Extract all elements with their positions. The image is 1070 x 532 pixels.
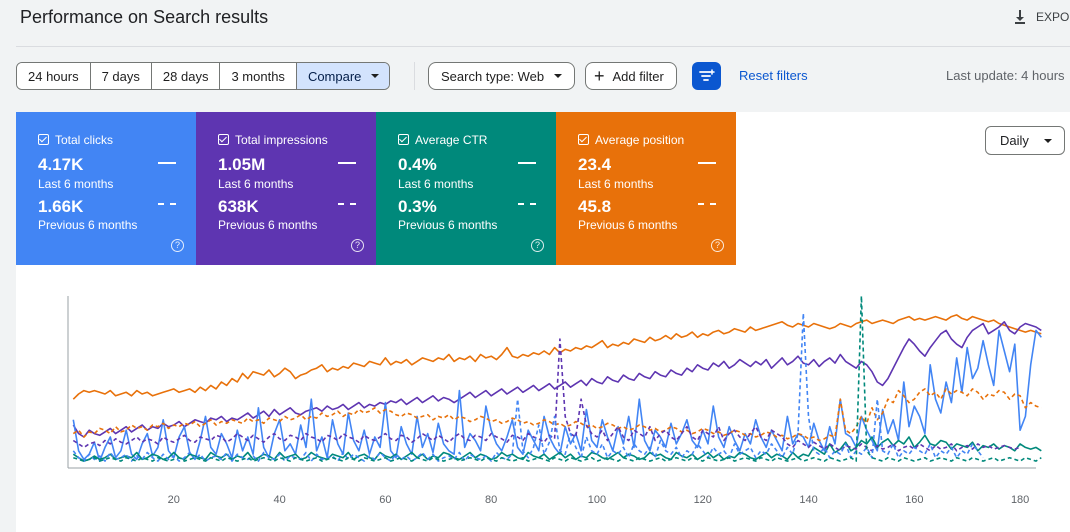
- solid-line-legend-icon: [518, 162, 536, 164]
- dashed-line-legend-icon: [338, 203, 356, 205]
- checkbox-icon[interactable]: [218, 134, 229, 145]
- filter-list-icon: [698, 69, 715, 81]
- x-tick-label: 100: [588, 494, 606, 506]
- filter-settings-button[interactable]: [692, 62, 721, 90]
- help-icon[interactable]: ?: [351, 239, 364, 252]
- solid-line-legend-icon: [158, 162, 176, 164]
- plus-icon: +: [594, 66, 605, 86]
- help-icon[interactable]: ?: [531, 239, 544, 252]
- metric-value-previous: 0.3%: [398, 197, 437, 216]
- compare-label: Compare: [307, 68, 362, 84]
- metric-period-previous: Previous 6 months: [578, 218, 678, 232]
- metric-period-previous: Previous 6 months: [398, 218, 498, 232]
- page-title: Performance on Search results: [20, 7, 269, 27]
- metric-label: Total impressions: [235, 133, 328, 147]
- checkbox-icon[interactable]: [578, 134, 589, 145]
- download-icon: [1015, 10, 1025, 24]
- x-tick-label: 160: [905, 494, 923, 506]
- metric-value-current: 1.05M: [218, 155, 266, 174]
- search-type-dropdown[interactable]: Search type: Web: [428, 62, 576, 90]
- metric-value-current: 4.17K: [38, 155, 84, 174]
- reset-filters-link[interactable]: Reset filters: [739, 68, 808, 83]
- checkbox-icon[interactable]: [398, 134, 409, 145]
- toolbar-divider: [414, 62, 415, 90]
- metric-period-current: Last 6 months: [398, 177, 474, 191]
- dropdown-arrow-icon: [371, 74, 380, 78]
- metric-period-previous: Previous 6 months: [218, 218, 318, 232]
- x-tick-label: 120: [694, 494, 712, 506]
- metric-card-total-impressions[interactable]: Total impressions 1.05M Last 6 months 63…: [196, 112, 376, 265]
- x-tick-label: 40: [273, 494, 285, 506]
- x-tick-label: 20: [168, 494, 180, 506]
- dropdown-arrow-icon: [1044, 139, 1052, 143]
- x-tick-label: 180: [1011, 494, 1029, 506]
- metric-period-current: Last 6 months: [218, 177, 294, 191]
- series-line-total-clicks-dashed: [72, 312, 984, 462]
- export-button[interactable]: EXPO: [1012, 9, 1069, 25]
- series-line-total-impressions-dashed: [72, 338, 1021, 452]
- help-icon[interactable]: ?: [171, 239, 184, 252]
- export-label: EXPO: [1036, 10, 1070, 24]
- dashed-line-legend-icon: [518, 203, 536, 205]
- metric-label: Average CTR: [415, 133, 488, 147]
- performance-line-chart: 20 40 60 80 100 120 140 160 180: [67, 295, 1042, 506]
- granularity-label: Daily: [1000, 133, 1029, 148]
- metric-label: Total clicks: [55, 133, 114, 147]
- solid-line-legend-icon: [338, 162, 356, 164]
- checkbox-icon[interactable]: [38, 134, 49, 145]
- metric-label: Average position: [595, 133, 685, 147]
- range-3-months[interactable]: 3 months: [220, 63, 297, 89]
- filter-toolbar: 24 hours 7 days 28 days 3 months Compare…: [0, 62, 1070, 90]
- metric-value-current: 0.4%: [398, 155, 437, 174]
- series-line-average-position-dashed: [72, 388, 1042, 442]
- last-update-text: Last update: 4 hours: [946, 68, 1065, 83]
- x-tick-label: 80: [485, 494, 497, 506]
- dropdown-arrow-icon: [554, 74, 563, 78]
- series-line-average-ctr-dashed: [73, 295, 1042, 462]
- x-tick-label: 60: [379, 494, 391, 506]
- page-header: Performance on Search results EXPO: [0, 0, 1070, 46]
- x-tick-label: 140: [799, 494, 817, 506]
- range-24-hours[interactable]: 24 hours: [17, 63, 91, 89]
- date-range-selector: 24 hours 7 days 28 days 3 months Compare: [16, 62, 391, 90]
- series-line-average-ctr-solid: [72, 434, 1042, 462]
- add-filter-label: Add filter: [612, 68, 664, 84]
- range-7-days[interactable]: 7 days: [90, 63, 152, 89]
- search-type-label: Search type: Web: [441, 68, 545, 84]
- add-filter-button[interactable]: + Add filter: [585, 62, 677, 90]
- compare-dropdown[interactable]: Compare: [296, 63, 390, 89]
- metric-value-previous: 45.8: [578, 197, 612, 216]
- performance-panel: Total clicks 4.17K Last 6 months 1.66K P…: [16, 112, 1070, 532]
- metric-card-average-ctr[interactable]: Average CTR 0.4% Last 6 months 0.3% Prev…: [376, 112, 556, 265]
- metric-period-previous: Previous 6 months: [38, 218, 138, 232]
- metric-period-current: Last 6 months: [578, 177, 654, 191]
- granularity-dropdown[interactable]: Daily: [985, 126, 1065, 155]
- header-divider: [16, 46, 1070, 47]
- metric-value-previous: 638K: [218, 197, 259, 216]
- metric-card-total-clicks[interactable]: Total clicks 4.17K Last 6 months 1.66K P…: [16, 112, 196, 265]
- series-line-average-position-solid: [72, 314, 1042, 400]
- metric-value-current: 23.4: [578, 155, 612, 174]
- metric-period-current: Last 6 months: [38, 177, 114, 191]
- metric-card-average-position[interactable]: Average position 23.4 Last 6 months 45.8…: [556, 112, 736, 265]
- metric-value-previous: 1.66K: [38, 197, 84, 216]
- solid-line-legend-icon: [698, 162, 716, 164]
- dashed-line-legend-icon: [158, 203, 176, 205]
- range-28-days[interactable]: 28 days: [151, 63, 221, 89]
- help-icon[interactable]: ?: [711, 239, 724, 252]
- dashed-line-legend-icon: [698, 203, 716, 205]
